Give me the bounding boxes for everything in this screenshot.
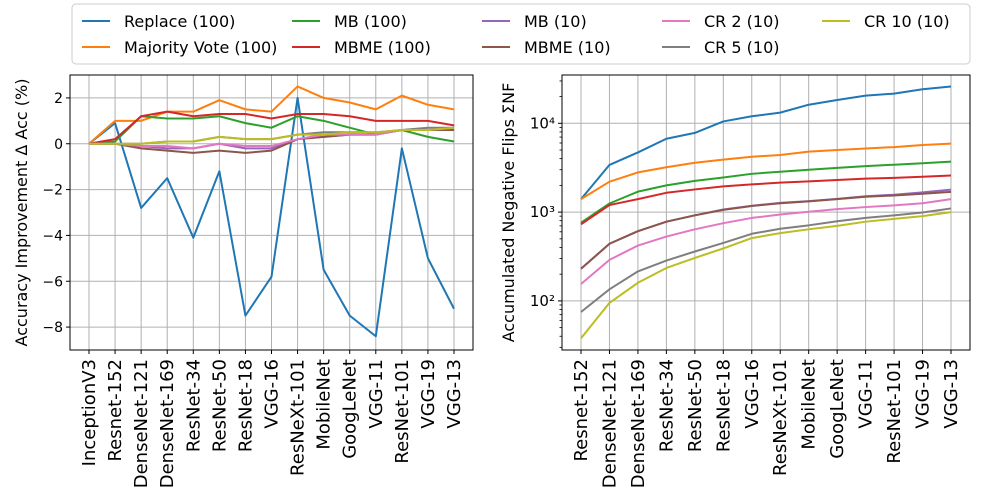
y-tick-label: −6 xyxy=(42,274,63,290)
y-tick-label: 2 xyxy=(54,91,63,107)
y-axis: 10² 10³ 10⁴ xyxy=(530,114,562,310)
y-tick-label: −2 xyxy=(42,183,63,199)
legend-item-majority-vote-100: Majority Vote (100) xyxy=(82,38,277,57)
legend-label: MBME (10) xyxy=(524,38,611,57)
x-tick-label: DenseNet-169 xyxy=(157,359,178,488)
x-tick-label: ResNeXt-101 xyxy=(288,359,309,476)
x-tick-label: GoogLeNet xyxy=(827,359,848,459)
x-tick-label: VGG-19 xyxy=(913,359,934,429)
legend-item-cr-5-10: CR 5 (10) xyxy=(662,38,779,57)
series-line-mb-100 xyxy=(580,160,952,224)
legend-label: MBME (100) xyxy=(334,38,431,57)
series-line-majority-vote-100 xyxy=(580,142,952,200)
grid xyxy=(562,75,970,350)
grid xyxy=(70,75,473,350)
legend-label: CR 2 (10) xyxy=(704,12,779,31)
x-tick-label: VGG-16 xyxy=(262,359,283,429)
x-tick-label: VGG-13 xyxy=(444,359,465,429)
x-tick-label: ResNet-18 xyxy=(713,359,734,452)
series-line-mbme-100 xyxy=(88,110,455,145)
x-tick-label: MobileNet xyxy=(314,359,335,450)
x-tick-label: ResNeXt-101 xyxy=(770,359,791,476)
series-line-cr-10-10 xyxy=(580,211,952,339)
y-tick-label: −8 xyxy=(42,320,63,336)
x-tick-label: Resnet-152 xyxy=(105,359,126,462)
x-axis: Resnet-152 DenseNet-121 DenseNet-169 ResNet… xyxy=(571,350,962,488)
x-tick-label: ResNet-34 xyxy=(656,359,677,452)
x-tick-label: ResNet-18 xyxy=(235,359,256,452)
x-tick-label: ResNet-34 xyxy=(183,359,204,452)
legend-item-cr-2-10: CR 2 (10) xyxy=(662,12,779,31)
legend: Replace (100) Majority Vote (100) MB (100)… xyxy=(71,3,971,65)
y-tick-label: 0 xyxy=(54,137,63,153)
legend-item-mbme-10: MBME (10) xyxy=(482,38,611,57)
x-tick-label: ResNet-101 xyxy=(392,359,413,464)
x-axis: InceptionV3 Resnet-152 DenseNet-121 DenseNe… xyxy=(79,350,465,488)
legend-item-cr-10-10: CR 10 (10) xyxy=(822,12,950,31)
series-group xyxy=(580,85,952,339)
legend-label: MB (10) xyxy=(524,12,587,31)
x-tick-label: MobileNet xyxy=(799,359,820,450)
series-line-cr-5-10 xyxy=(580,207,952,313)
series-line-mb-10 xyxy=(580,188,952,270)
y-tick-label: 10² xyxy=(530,292,555,310)
series-line-replace-100 xyxy=(88,96,455,338)
legend-item-replace-100: Replace (100) xyxy=(82,12,235,31)
legend-label: MB (100) xyxy=(334,12,407,31)
x-tick-label: GoogLeNet xyxy=(340,359,361,459)
series-line-mbme-100 xyxy=(580,174,952,226)
x-tick-label: VGG-19 xyxy=(418,359,439,429)
x-tick-label: DenseNet-121 xyxy=(131,359,152,488)
legend-label: Majority Vote (100) xyxy=(124,38,277,57)
x-tick-label: ResNet-50 xyxy=(685,359,706,452)
legend-item-mb-10: MB (10) xyxy=(482,12,587,31)
legend-label: CR 5 (10) xyxy=(704,38,779,57)
series-line-cr-10-10 xyxy=(89,126,455,145)
series-line-mbme-10 xyxy=(580,190,952,270)
y-axis-label: Accumulated Negative Flips ΣNF xyxy=(499,83,518,343)
legend-frame xyxy=(71,3,971,65)
x-tick-label: ResNet-101 xyxy=(884,359,905,464)
x-tick-label: ResNet-50 xyxy=(209,359,230,452)
x-tick-label: DenseNet-169 xyxy=(628,359,649,488)
x-tick-label: VGG-11 xyxy=(856,359,877,429)
y-tick-label: 10⁴ xyxy=(530,114,555,132)
series-line-cr-2-10 xyxy=(580,198,952,285)
x-tick-label: Resnet-152 xyxy=(571,359,592,462)
legend-item-mb-100: MB (100) xyxy=(292,12,407,31)
x-tick-label: VGG-13 xyxy=(941,359,962,429)
y-tick-label: −4 xyxy=(42,228,63,244)
y-axis: 2 0 −2 −4 −6 −8 xyxy=(42,91,70,336)
negative-flips-chart: 10² 10³ 10⁴ Resnet-152 DenseNet-121 DenseNet-… xyxy=(499,74,971,488)
y-axis-label: Accuracy Improvement Δ Acc (%) xyxy=(12,79,31,347)
x-tick-label: VGG-11 xyxy=(366,359,387,429)
legend-label: CR 10 (10) xyxy=(864,12,950,31)
legend-label: Replace (100) xyxy=(124,12,235,31)
series-line-replace-100 xyxy=(580,85,952,200)
series-group xyxy=(88,85,455,338)
x-tick-label: InceptionV3 xyxy=(79,359,100,466)
x-tick-label: VGG-16 xyxy=(742,359,763,429)
legend-item-mbme-100: MBME (100) xyxy=(292,38,431,57)
x-tick-label: DenseNet-121 xyxy=(599,359,620,488)
y-tick-label: 10³ xyxy=(530,203,555,221)
